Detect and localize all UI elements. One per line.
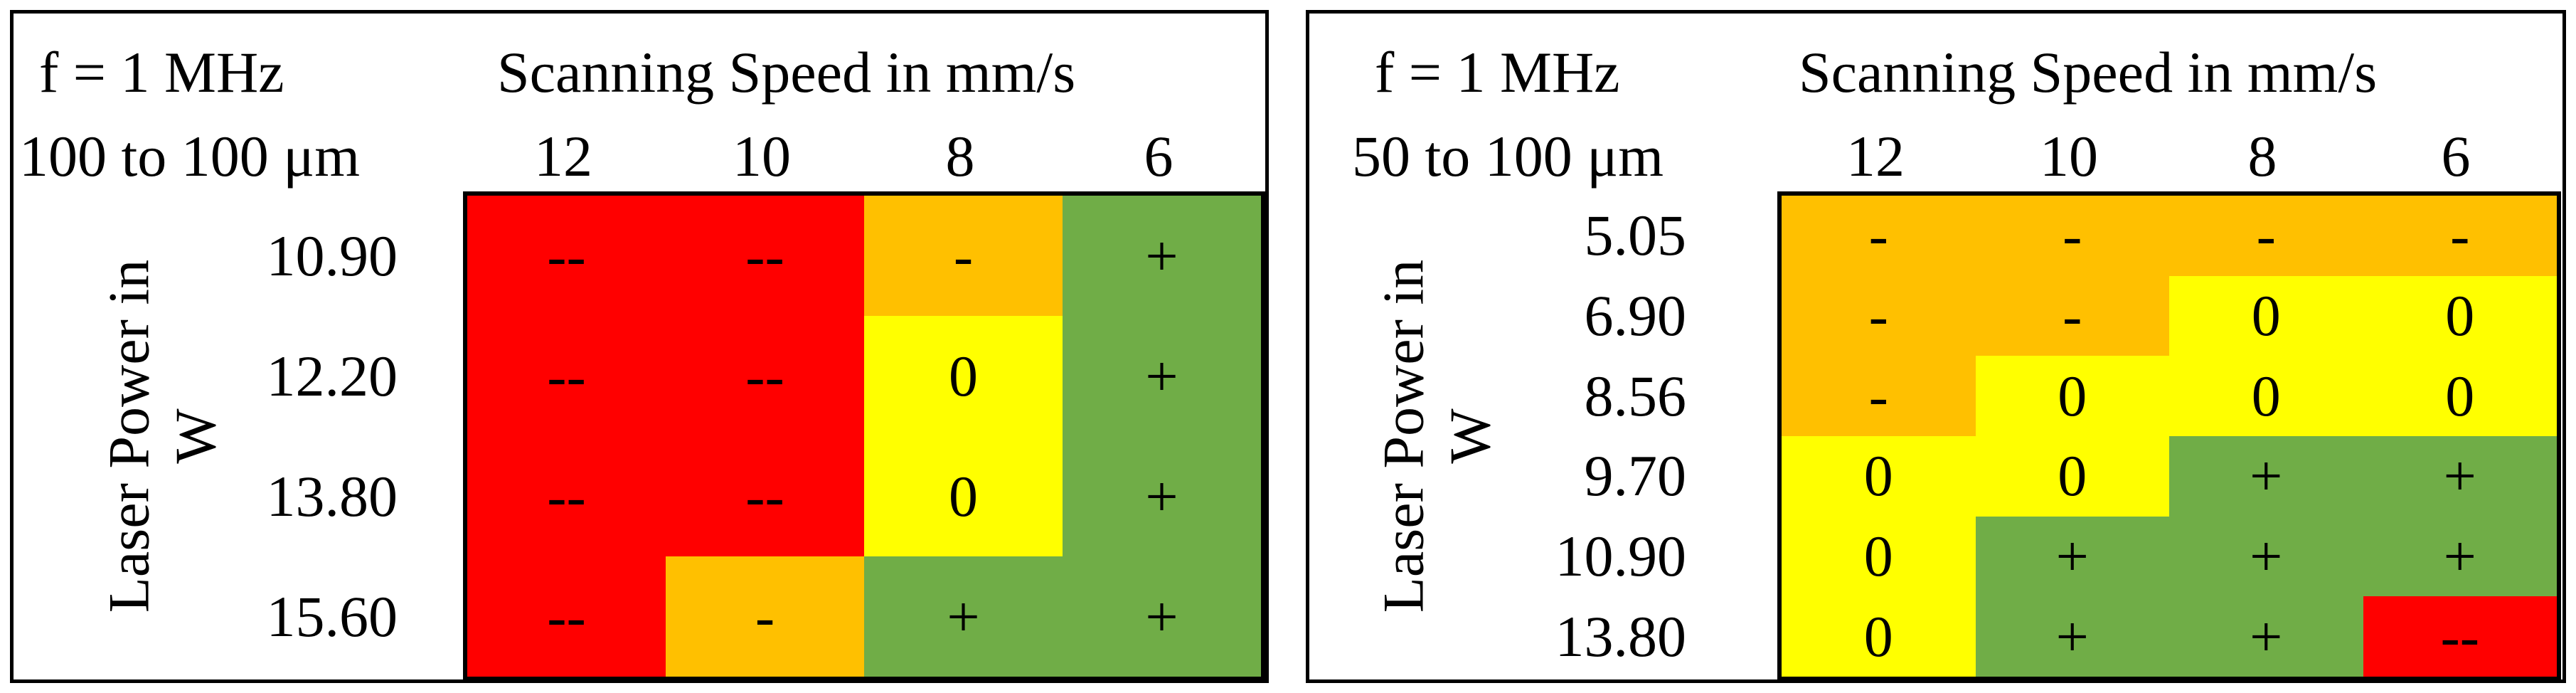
result-cell: + xyxy=(2169,516,2363,597)
result-cell: -- xyxy=(467,196,666,316)
result-cell: - xyxy=(2363,196,2557,276)
result-cell: 0 xyxy=(864,316,1063,436)
speed-header: 8 xyxy=(2247,124,2277,189)
speed-header: 8 xyxy=(945,124,975,189)
power-value: 10.90 xyxy=(1555,524,1687,588)
speed-header: 6 xyxy=(2441,124,2471,189)
result-cell: + xyxy=(1975,596,2169,677)
result-cell: 0 xyxy=(1782,596,1976,677)
row-axis-label-line1: Laser Power in xyxy=(96,259,161,613)
result-cell: + xyxy=(1063,316,1261,436)
power-value: 13.80 xyxy=(1555,603,1687,669)
speed-header: 12 xyxy=(1846,124,1905,189)
result-cell: + xyxy=(2169,596,2363,677)
range-label: 50 to 100 μm xyxy=(1352,124,1664,189)
result-cell: -- xyxy=(666,436,864,556)
result-cell: + xyxy=(1063,556,1261,677)
result-cell: 0 xyxy=(1975,356,2169,436)
power-value: 10.90 xyxy=(266,223,398,288)
result-cell: - xyxy=(666,556,864,677)
table-panel-left: f = 1 MHz 100 to 100 μm Scanning Speed i… xyxy=(10,10,1269,683)
row-axis-label-line1: Laser Power in xyxy=(1371,259,1436,613)
result-cell: 0 xyxy=(1782,435,1976,517)
power-value: 5.05 xyxy=(1584,203,1687,268)
result-cell: -- xyxy=(467,556,666,677)
result-cell: -- xyxy=(666,316,864,436)
result-cell: - xyxy=(1975,275,2169,356)
power-value: 9.70 xyxy=(1584,443,1687,509)
speed-header: 6 xyxy=(1144,124,1173,189)
result-cell: - xyxy=(864,196,1063,316)
power-value: 15.60 xyxy=(266,583,398,649)
power-value: 13.80 xyxy=(266,463,398,529)
result-cell: + xyxy=(864,556,1063,677)
result-cell: - xyxy=(1975,196,2169,276)
result-grid: - - - - - -0 0-0 0 0 0 0 + +0 + + +0 + + -- xyxy=(1777,191,2561,681)
power-value: 12.20 xyxy=(266,343,398,408)
result-cell: + xyxy=(2363,516,2557,597)
speed-header: 12 xyxy=(534,124,592,189)
result-cell: 0 xyxy=(1782,516,1976,597)
speed-header: 10 xyxy=(733,124,791,189)
result-grid: -- -- - + -- -- 0 + -- -- 0 + -- - + + xyxy=(463,191,1265,681)
result-cell: -- xyxy=(467,316,666,436)
row-axis-label: Laser Power in W xyxy=(1371,260,1505,613)
table-panel-right: f = 1 MHz 50 to 100 μm Scanning Speed in… xyxy=(1306,10,2566,683)
result-cell: 0 xyxy=(1975,435,2169,517)
result-cell: 0 xyxy=(864,436,1063,556)
result-cell: - xyxy=(2169,196,2363,276)
result-cell: 0 xyxy=(2169,356,2363,436)
frequency-label: f = 1 MHz xyxy=(1375,40,1620,105)
result-cell: - xyxy=(1782,356,1976,436)
result-cell: -- xyxy=(666,196,864,316)
row-axis-label-line2: W xyxy=(1438,408,1503,464)
result-cell: 0 xyxy=(2363,275,2557,356)
row-axis-label: Laser Power in W xyxy=(96,260,230,613)
row-axis-label-line2: W xyxy=(164,408,228,464)
power-value: 6.90 xyxy=(1584,283,1687,348)
frequency-label: f = 1 MHz xyxy=(39,40,284,105)
range-label: 100 to 100 μm xyxy=(19,124,361,189)
power-value: 8.56 xyxy=(1584,363,1687,428)
result-cell: + xyxy=(1975,516,2169,597)
speed-title: Scanning Speed in mm/s xyxy=(497,40,1076,105)
result-cell: 0 xyxy=(2363,356,2557,436)
result-cell: -- xyxy=(467,436,666,556)
result-cell: + xyxy=(2363,435,2557,517)
result-cell: + xyxy=(1063,196,1261,316)
result-cell: + xyxy=(1063,436,1261,556)
speed-header: 10 xyxy=(2040,124,2098,189)
result-cell: -- xyxy=(2363,596,2557,677)
result-cell: + xyxy=(2169,435,2363,517)
result-cell: - xyxy=(1782,196,1976,276)
result-cell: - xyxy=(1782,275,1976,356)
speed-title: Scanning Speed in mm/s xyxy=(1799,40,2378,105)
result-cell: 0 xyxy=(2169,275,2363,356)
